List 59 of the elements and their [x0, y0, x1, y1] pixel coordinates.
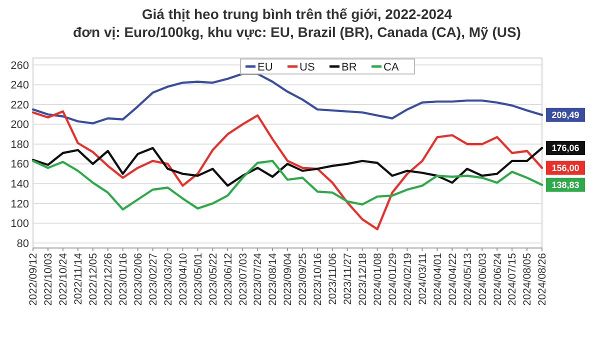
line-series [32, 110, 544, 230]
y-tick-label: 160 [10, 158, 29, 171]
data-label: 209,49 [552, 110, 580, 120]
x-tick-label: 2022/12/05 [88, 252, 100, 306]
y-tick-label: 200 [10, 119, 29, 132]
data-label: 156,00 [552, 162, 580, 173]
x-tick-label: 2024/07/15 [506, 252, 519, 306]
x-tick-label: 2023/02/06 [132, 252, 144, 306]
x-tick-label: 2023/05/01 [192, 252, 204, 306]
x-tick-label: 2022/11/14 [72, 252, 85, 305]
x-tick-label: 2023/10/16 [312, 252, 324, 306]
x-tick-label: 2024/04/01 [432, 252, 444, 306]
x-tick-label: 2022/12/26 [102, 252, 115, 306]
x-tick-label: 2022/10/03 [42, 252, 55, 306]
x-tick-label: 2023/08/14 [267, 252, 280, 306]
x-tick-label: 2023/07/03 [237, 252, 250, 306]
x-tick-label: 2023/09/04 [282, 252, 294, 306]
x-tick-label: 2024/06/24 [492, 252, 504, 306]
data-label: 176,06 [552, 143, 580, 154]
y-tick-label: 180 [10, 138, 29, 151]
x-tick-label: 2023/05/22 [207, 252, 220, 306]
y-tick-label: 120 [10, 198, 29, 210]
x-tick-label: 2023/07/24 [252, 252, 264, 306]
x-tick-label: 2024/03/11 [416, 252, 429, 305]
line-series [32, 160, 544, 211]
chart-subtitle: đơn vị: Euro/100kg, khu vực: EU, Brazil (BR), Canada (CA), Mỹ (US) [73, 24, 521, 40]
y-tick-label: 260 [10, 60, 29, 72]
x-tick-label: 2022/10/24 [58, 252, 70, 306]
x-tick-label: 2023/09/25 [297, 252, 310, 306]
chart-title: Giá thịt heo trung bình trên thế giới, 2022-2024 [142, 6, 452, 22]
x-tick-label: 2024/01/08 [372, 252, 384, 306]
x-tick-label: 2023/01/16 [118, 252, 130, 306]
x-tick-label: 2024/02/19 [402, 252, 414, 306]
line-series [32, 146, 544, 187]
x-tick-label: 2024/04/22 [446, 252, 459, 306]
x-tick-label: 2023/04/10 [177, 252, 190, 306]
x-tick-label: 2024/06/03 [476, 252, 489, 306]
y-tick-label: 220 [10, 99, 29, 112]
legend-label: EU [258, 61, 273, 74]
x-tick-label: 2022/09/12 [28, 252, 40, 306]
y-tick-label: 80 [16, 238, 29, 250]
legend-label: BR [342, 61, 357, 74]
x-tick-label: 2023/11/27 [342, 252, 354, 305]
x-tick-label: 2024/01/29 [386, 252, 399, 306]
x-tick-label: 2023/02/27 [147, 252, 160, 306]
y-tick-label: 100 [10, 218, 29, 230]
x-tick-label: 2024/08/26 [536, 252, 549, 306]
legend-label: US [300, 61, 315, 74]
x-tick-label: 2024/05/13 [462, 252, 474, 306]
y-tick-label: 240 [10, 80, 29, 92]
x-tick-label: 2023/03/20 [162, 252, 174, 306]
x-tick-label: 2024/08/05 [522, 252, 534, 306]
y-tick-label: 140 [10, 178, 29, 191]
x-tick-label: 2023/06/12 [222, 252, 234, 306]
line-series [32, 72, 544, 124]
x-tick-label: 2023/12/18 [357, 252, 370, 306]
data-label: 138,83 [552, 180, 580, 190]
x-tick-label: 2023/11/06 [327, 252, 340, 305]
legend-label: CA [384, 61, 400, 74]
